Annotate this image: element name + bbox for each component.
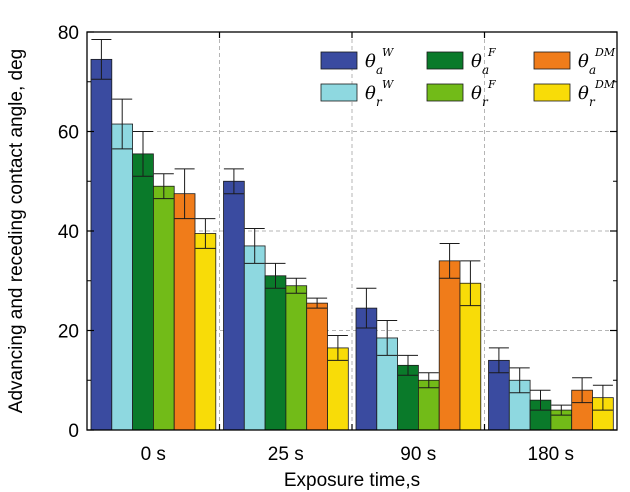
legend-label: θ: [471, 51, 482, 72]
y-tick-label: 40: [58, 222, 79, 243]
x-tick-label: 25 s: [268, 444, 304, 465]
x-tick-label: 0 s: [141, 444, 166, 465]
bar: [306, 302, 328, 431]
bar: [173, 193, 196, 431]
legend-label-subscript: r: [482, 95, 489, 109]
y-tick-label: 20: [58, 322, 79, 343]
y-axis-title: Advancing and receding contact angle, de…: [6, 49, 27, 413]
bar: [285, 285, 308, 431]
x-tick-label: 90 s: [400, 444, 436, 465]
bar: [438, 260, 461, 431]
legend-label-superscript: F: [487, 78, 496, 91]
legend-label-superscript: W: [382, 78, 395, 91]
legend-swatch: [533, 51, 571, 70]
bar: [194, 233, 217, 431]
bar: [264, 275, 287, 431]
legend-swatch: [426, 51, 464, 70]
y-tick-label: 80: [58, 23, 79, 44]
x-tick-label: 180 s: [528, 444, 574, 465]
legend-swatch: [320, 51, 358, 70]
x-axis-title: Exposure time,s: [284, 470, 420, 491]
bar: [111, 123, 134, 431]
legend-label-subscript: a: [482, 63, 489, 77]
legend-swatch: [533, 83, 571, 102]
y-tick-label: 60: [58, 123, 79, 144]
legend-label: θ: [471, 83, 482, 104]
legend-label: θ: [365, 83, 376, 104]
axis-ticks: 0 20 40 60 80 0 s 25 s 90 s 180 s: [58, 23, 617, 465]
legend-swatch: [426, 83, 464, 102]
legend-label-subscript: a: [376, 63, 383, 77]
bar: [152, 185, 175, 431]
legend-label: θ: [578, 83, 589, 104]
bar: [223, 180, 245, 431]
legend-label-subscript: a: [589, 63, 596, 77]
legend-label-subscript: r: [376, 95, 383, 109]
legend-label-superscript: DM: [594, 46, 616, 59]
bars: [90, 58, 614, 431]
legend-swatch: [320, 83, 358, 102]
bar: [90, 58, 113, 431]
legend-label: θ: [578, 51, 589, 72]
bar: [243, 245, 266, 431]
legend-label-subscript: r: [589, 95, 596, 109]
y-tick-label: 0: [68, 421, 79, 442]
legend-label-superscript: W: [382, 46, 395, 59]
legend-label-superscript: DM: [594, 78, 616, 91]
error-bars: [91, 38, 613, 416]
legend-label: θ: [365, 51, 376, 72]
bar: [132, 153, 154, 431]
legend-label-superscript: F: [487, 46, 496, 59]
